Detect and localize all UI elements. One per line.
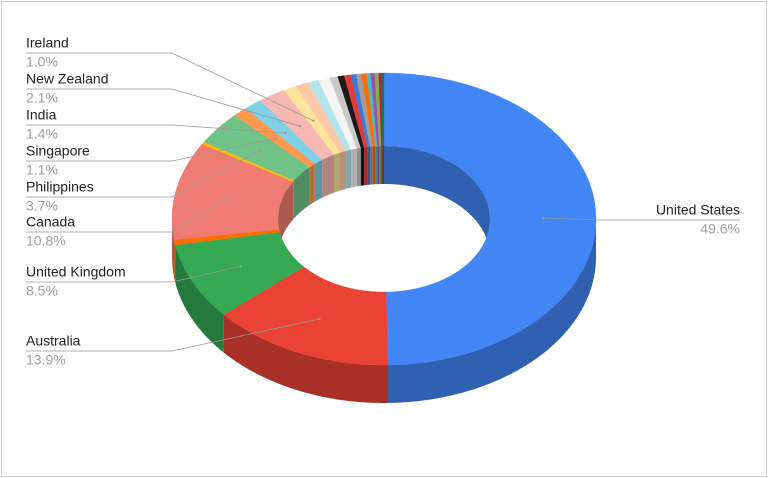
slice-label: India <box>26 107 57 123</box>
slice-inner-wall <box>372 146 376 185</box>
slice-inner-wall <box>339 150 347 191</box>
slice-inner-wall <box>375 146 378 185</box>
slice-value-label: 10.8% <box>26 233 66 249</box>
slice-inner-wall <box>314 159 323 202</box>
slice-value-label: 13.9% <box>26 352 66 368</box>
slice-inner-wall <box>377 146 380 185</box>
slice-label: Canada <box>26 214 75 230</box>
side-walls <box>172 219 596 403</box>
leader-dot <box>284 131 287 135</box>
slice-inner-wall <box>379 146 382 185</box>
leader-dot <box>318 317 321 321</box>
leader-dot <box>298 124 302 128</box>
slice-inner-wall <box>309 163 315 206</box>
leader-line <box>26 88 301 127</box>
leader-line <box>542 217 740 221</box>
slice-label: Singapore <box>26 143 90 159</box>
slice-inner-wall <box>360 147 365 186</box>
slice-inner-wall <box>322 154 335 198</box>
labels: United States 49.6% Australia 13.9% United K… <box>26 35 740 368</box>
leader-line <box>26 197 229 233</box>
slice-value-label: 49.6% <box>700 221 740 237</box>
slice-inner-wall <box>356 147 361 187</box>
leader-line <box>26 265 241 283</box>
leader-dot <box>239 265 242 268</box>
slice-label: United Kingdom <box>26 264 126 280</box>
slice-side <box>388 219 596 403</box>
slice-inner-wall <box>294 167 310 219</box>
slice-label: Philippines <box>26 179 94 195</box>
leader-dot <box>274 137 278 140</box>
slice-side <box>175 245 224 353</box>
slice-inner-wall <box>370 146 373 185</box>
slice-side <box>223 314 388 403</box>
slice-label: Australia <box>26 333 81 349</box>
slice-inner-wall <box>334 152 340 193</box>
leader-line <box>26 52 314 122</box>
leader-line <box>26 150 260 198</box>
leader-line <box>26 138 277 162</box>
slice-inner-wall <box>292 180 295 220</box>
slice-inner-wall <box>351 148 357 188</box>
leader-dot <box>541 216 545 220</box>
slice-inner-wall <box>364 146 368 186</box>
slice-inner-wall <box>382 146 384 185</box>
inner-walls <box>278 146 490 257</box>
slice-label: Ireland <box>26 35 69 51</box>
slice-side <box>174 239 176 284</box>
slice-value-label: 8.5% <box>26 283 58 299</box>
slice-value-label: 2.1% <box>26 90 58 106</box>
slice-value-label: 3.7% <box>26 198 58 214</box>
slice-side <box>172 219 175 278</box>
leader-line <box>26 124 286 134</box>
slice-value-label: 1.1% <box>26 162 58 178</box>
leader-line <box>26 318 320 352</box>
slice-label: New Zealand <box>26 71 109 87</box>
slice-label: United States <box>656 202 740 218</box>
leader-dot <box>226 196 230 199</box>
slice-inner-wall <box>381 146 383 185</box>
slices <box>171 72 597 366</box>
slice-inner-wall <box>346 149 352 189</box>
slice-inner-wall <box>278 181 293 257</box>
leader-dot <box>258 149 261 152</box>
leader-dot <box>312 119 315 123</box>
slice-value-label: 1.0% <box>26 54 58 70</box>
slice-value-label: 1.4% <box>26 126 58 142</box>
slice-inner-wall <box>367 146 371 185</box>
slice-inner-wall <box>384 146 490 257</box>
